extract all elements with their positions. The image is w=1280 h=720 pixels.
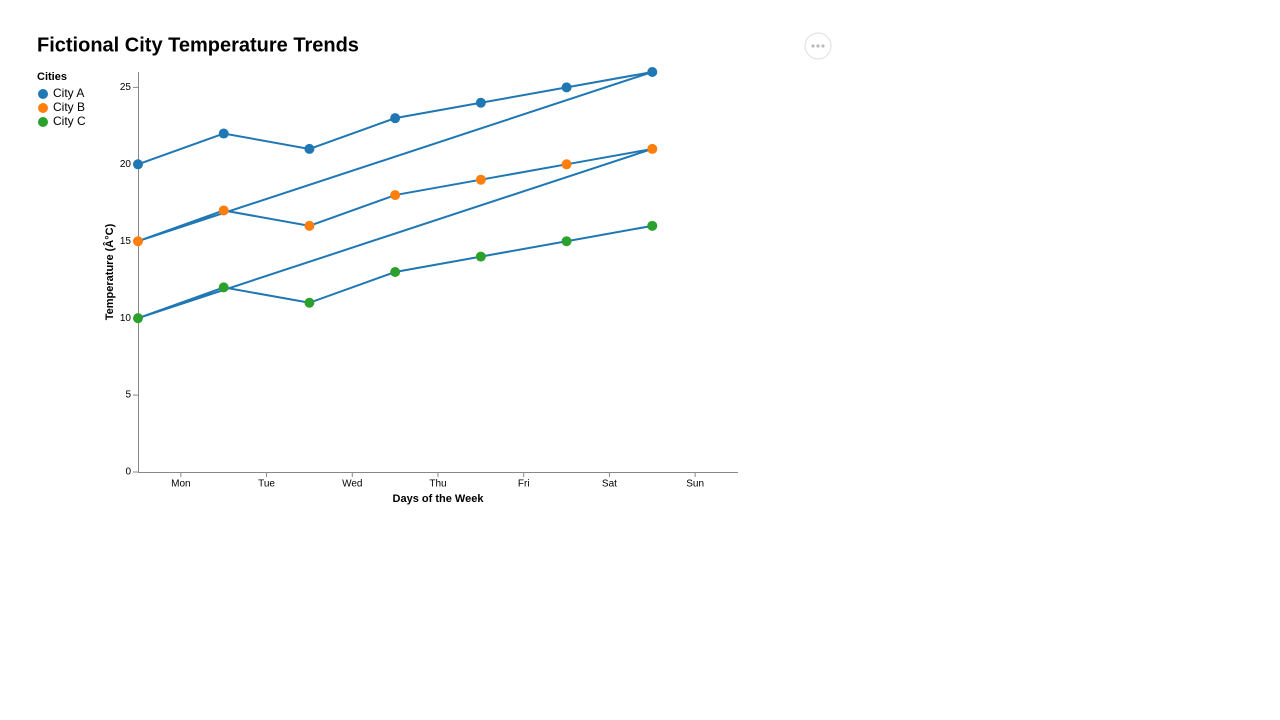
y-tick-label: 20 — [120, 159, 132, 170]
point — [304, 297, 315, 308]
y-tick-label: 15 — [120, 236, 132, 247]
point — [133, 313, 143, 324]
point — [218, 128, 229, 139]
point — [133, 236, 143, 247]
legend-title: Cities — [37, 71, 67, 83]
point — [475, 174, 486, 185]
legend-swatch — [38, 117, 48, 127]
point — [475, 97, 486, 108]
y-tick-label: 0 — [125, 467, 131, 478]
legend-label: City C — [53, 114, 86, 128]
point — [561, 236, 572, 247]
x-tick-label: Sun — [686, 479, 704, 490]
x-tick-label: Fri — [518, 479, 530, 490]
chart-title: Fictional City Temperature Trends — [37, 34, 359, 56]
x-tick-label: Thu — [429, 479, 446, 490]
menu-dot — [811, 44, 815, 48]
menu-dot — [821, 44, 825, 48]
menu-button[interactable] — [804, 32, 832, 60]
legend-label: City B — [53, 100, 85, 114]
x-tick-label: Sat — [602, 479, 617, 490]
y-tick-label: 10 — [120, 313, 132, 324]
x-axis-title: Days of the Week — [393, 493, 485, 505]
legend-swatch — [38, 103, 48, 113]
point — [647, 67, 658, 77]
point — [304, 143, 315, 154]
point — [647, 143, 658, 154]
y-tick-label: 5 — [125, 390, 131, 401]
y-axis-title: Temperature (Â°C) — [103, 223, 116, 320]
point — [304, 220, 315, 231]
point — [390, 190, 401, 201]
point — [647, 220, 658, 231]
x-tick-label: Mon — [171, 479, 190, 490]
menu-dot — [816, 44, 820, 48]
point — [133, 159, 143, 170]
point — [561, 159, 572, 170]
point — [218, 282, 229, 293]
y-tick-label: 25 — [120, 82, 132, 93]
point — [218, 205, 229, 216]
x-tick-label: Tue — [258, 479, 275, 490]
point — [561, 82, 572, 93]
point — [390, 267, 401, 277]
legend-label: City A — [53, 86, 84, 100]
point — [475, 251, 486, 262]
point — [390, 113, 401, 124]
legend-swatch — [38, 89, 48, 99]
x-tick-label: Wed — [342, 479, 362, 490]
